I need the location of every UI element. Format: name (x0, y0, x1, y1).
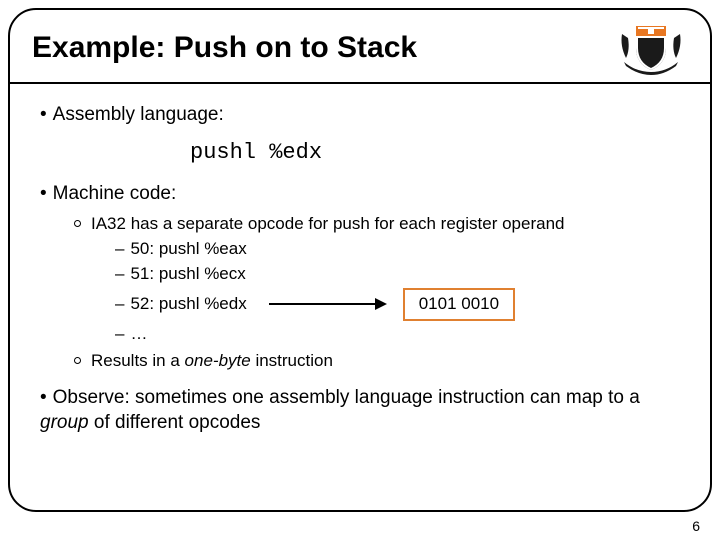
sub-list: IA32 has a separate opcode for push for … (74, 213, 680, 373)
bullet-marker: • (40, 387, 47, 408)
binary-box: 0101 0010 (403, 288, 515, 321)
bullet-marker: • (40, 104, 47, 125)
sub-item-body: IA32 has a separate opcode for push for … (91, 213, 564, 348)
bullet-assembly: • Assembly language: (40, 102, 680, 128)
text-a: Results in a (91, 351, 185, 370)
bullet-observe: • Observe: sometimes one assembly languag… (40, 385, 680, 436)
arrow-to-binary: 0101 0010 (267, 288, 515, 321)
sub-item-onebyte: Results in a one-byte instruction (74, 350, 680, 373)
slide-frame: Example: Push on to Stack • Assembly lang… (8, 8, 712, 512)
bullet-text: Assembly language: (53, 104, 224, 125)
title-row: Example: Push on to Stack (10, 10, 710, 84)
dash-marker: – (115, 263, 124, 286)
dash-list: –50: pushl %eax –51: pushl %ecx –52: pus… (115, 238, 564, 346)
bullet-text: Machine code: (53, 183, 177, 204)
code-pushl: pushl %edx (190, 138, 680, 168)
dash-text: … (130, 323, 147, 346)
bullet-marker: • (40, 183, 47, 204)
dash-item-ellipsis: –… (115, 323, 564, 346)
text-a: Observe: sometimes one assembly language… (53, 387, 640, 408)
circle-bullet-icon (74, 220, 81, 227)
sub-text: IA32 has a separate opcode for push for … (91, 214, 564, 233)
sub-text-wrap: Results in a one-byte instruction (91, 350, 333, 373)
dash-item-51: –51: pushl %ecx (115, 263, 564, 286)
dash-marker: – (115, 238, 124, 261)
text-b-italic: one-byte (185, 351, 251, 370)
bullet-machine-code: • Machine code: (40, 181, 680, 207)
dash-text: 50: pushl %eax (130, 238, 246, 261)
dash-marker: – (115, 293, 124, 316)
arrow-icon (267, 295, 387, 313)
circle-bullet-icon (74, 357, 81, 364)
dash-item-50: –50: pushl %eax (115, 238, 564, 261)
sub-item-opcodes: IA32 has a separate opcode for push for … (74, 213, 680, 348)
dash-text: 51: pushl %ecx (130, 263, 245, 286)
text-b-italic: group (40, 412, 89, 433)
dash-text: 52: pushl %edx (130, 293, 246, 316)
dash-item-52: –52: pushl %edx 0101 0010 (115, 288, 564, 321)
dash-marker: – (115, 323, 124, 346)
slide-title: Example: Push on to Stack (32, 31, 417, 65)
text-c: instruction (251, 351, 333, 370)
slide-content: • Assembly language: pushl %edx • Machine … (10, 84, 710, 452)
page-number: 6 (692, 518, 700, 534)
princeton-shield-logo (616, 20, 686, 76)
text-c: of different opcodes (89, 412, 261, 433)
